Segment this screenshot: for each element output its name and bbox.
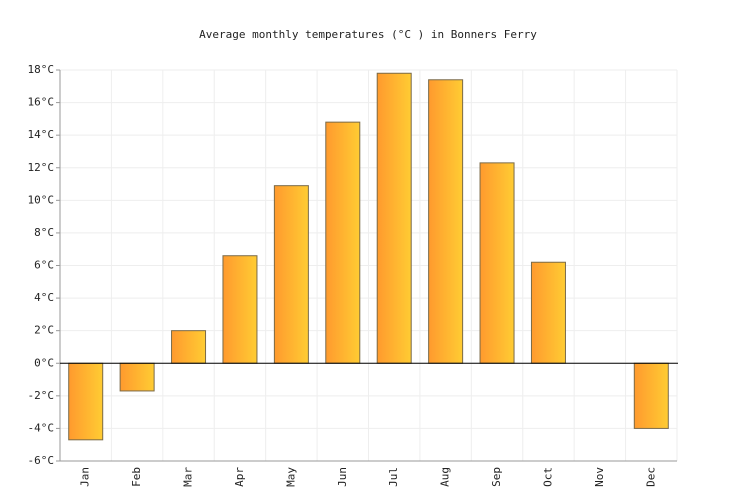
x-tick-label: Jul <box>387 467 400 487</box>
y-tick-label: 10°C <box>28 193 55 206</box>
y-tick-label: 2°C <box>34 324 54 337</box>
bar <box>325 121 361 364</box>
x-tick-label: Nov <box>593 467 606 487</box>
y-tick-label: 0°C <box>34 356 54 369</box>
x-tick-label: Feb <box>130 467 143 487</box>
y-tick-label: 14°C <box>28 128 55 141</box>
bar <box>376 72 412 364</box>
bar <box>530 261 566 364</box>
x-tick-label: Oct <box>541 467 554 487</box>
chart-title: Average monthly temperatures (°C ) in Bo… <box>199 28 537 41</box>
x-tick-label: Mar <box>182 467 195 487</box>
x-tick-label: May <box>284 467 297 487</box>
bar <box>479 162 515 364</box>
x-tick-label: Apr <box>233 467 246 487</box>
y-tick-label: 12°C <box>28 161 55 174</box>
x-tick-label: Aug <box>439 467 452 487</box>
x-tick-label: Dec <box>644 467 657 487</box>
bar <box>428 79 464 364</box>
bar <box>171 330 207 364</box>
y-tick-label: -6°C <box>28 454 55 467</box>
y-tick-label: -2°C <box>28 389 55 402</box>
y-tick-label: -4°C <box>28 421 55 434</box>
x-tick-label: Jun <box>336 467 349 487</box>
y-tick-label: 6°C <box>34 259 54 272</box>
bar <box>119 362 155 392</box>
y-tick-label: 18°C <box>28 63 55 76</box>
bar <box>273 185 309 364</box>
bar <box>633 362 669 429</box>
y-tick-label: 16°C <box>28 96 55 109</box>
y-tick-label: 8°C <box>34 226 54 239</box>
y-tick-label: 4°C <box>34 291 54 304</box>
bar <box>68 362 104 441</box>
x-tick-label: Sep <box>490 467 503 487</box>
bar <box>222 255 258 364</box>
x-tick-label: Jan <box>79 467 92 487</box>
